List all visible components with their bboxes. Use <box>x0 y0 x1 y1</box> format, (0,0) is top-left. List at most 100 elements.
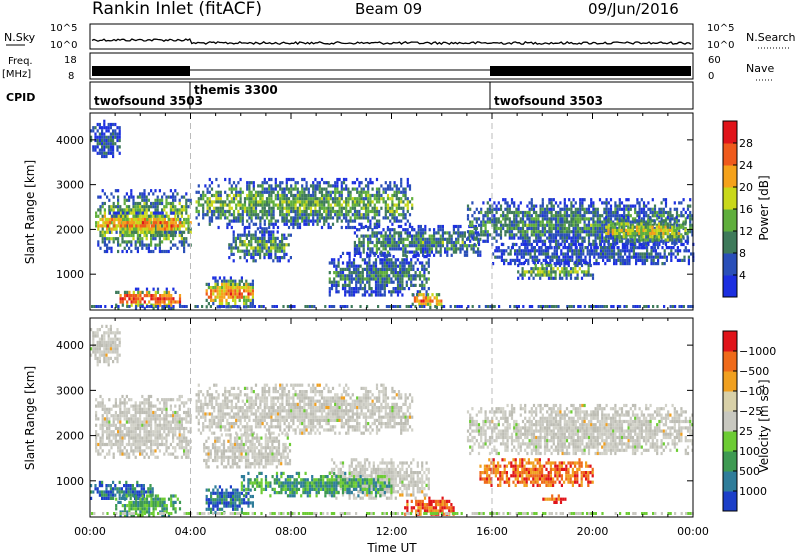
data-cell <box>250 219 253 223</box>
data-cell <box>218 289 221 293</box>
data-cell <box>161 249 164 254</box>
data-cell <box>618 225 621 229</box>
data-cell <box>638 225 641 229</box>
data-cell <box>649 216 652 220</box>
data-cell <box>419 240 422 245</box>
data-cell <box>146 217 149 222</box>
data-cell <box>524 214 527 218</box>
data-cell <box>404 193 407 198</box>
data-cell <box>346 274 349 278</box>
data-cell <box>103 214 106 218</box>
data-cell <box>450 247 453 251</box>
data-cell <box>309 203 313 207</box>
data-cell <box>411 234 414 238</box>
data-cell <box>534 263 537 268</box>
data-cell <box>205 305 208 309</box>
data-cell <box>261 246 264 250</box>
data-cell <box>651 228 654 232</box>
data-cell <box>500 258 503 262</box>
data-cell <box>579 210 582 215</box>
data-cell <box>684 210 687 215</box>
data-cell <box>620 226 624 231</box>
data-cell <box>298 200 302 204</box>
data-cell <box>218 302 221 306</box>
data-cell <box>504 220 507 224</box>
data-cell <box>399 261 402 265</box>
data-cell <box>298 213 302 217</box>
data-cell <box>520 252 523 256</box>
data-cell <box>341 261 345 265</box>
data-cell <box>226 216 229 220</box>
data-cell <box>572 217 575 221</box>
data-cell <box>183 230 186 234</box>
data-cell <box>270 256 273 260</box>
data-cell <box>247 292 250 296</box>
data-cell <box>360 216 363 220</box>
data-cell <box>104 217 107 222</box>
data-cell <box>606 249 609 253</box>
data-cell <box>364 213 368 217</box>
data-cell <box>613 232 617 236</box>
data-cell <box>668 219 672 223</box>
data-cell <box>216 279 219 283</box>
data-cell <box>135 227 138 231</box>
data-cell <box>263 246 266 250</box>
data-cell <box>333 258 336 262</box>
data-cell <box>400 247 403 251</box>
data-cell <box>110 227 113 231</box>
data-cell <box>301 209 304 214</box>
data-cell <box>114 129 117 133</box>
data-cell <box>364 209 368 214</box>
data-cell <box>527 262 530 266</box>
data-cell <box>574 220 577 224</box>
data-cell <box>114 122 117 127</box>
data-cell <box>495 246 498 250</box>
data-cell <box>583 220 586 224</box>
data-cell <box>569 273 573 277</box>
data-cell <box>128 217 131 222</box>
data-cell <box>624 249 627 253</box>
data-cell <box>250 193 253 198</box>
data-cell <box>576 230 580 234</box>
data-cell <box>666 235 669 239</box>
data-cell <box>653 207 657 211</box>
data-cell <box>624 258 627 262</box>
data-cell <box>309 209 313 214</box>
data-cell <box>281 197 284 201</box>
data-cell <box>378 187 381 191</box>
data-cell <box>367 187 370 191</box>
data-cell <box>94 148 97 152</box>
data-cell <box>687 305 690 308</box>
data-cell <box>290 209 293 214</box>
data-cell <box>243 256 246 260</box>
data-cell <box>237 181 240 185</box>
data-cell <box>503 262 506 266</box>
data-cell <box>450 253 453 257</box>
data-cell <box>183 305 186 308</box>
data-cell <box>327 193 330 198</box>
data-cell <box>344 287 347 291</box>
data-cell <box>383 258 386 262</box>
data-cell <box>405 258 408 262</box>
data-cell <box>139 294 142 298</box>
data-cell <box>413 250 416 254</box>
data-cell <box>225 286 228 290</box>
data-cell <box>579 220 582 224</box>
data-cell <box>441 244 444 248</box>
data-cell <box>653 246 657 250</box>
data-cell <box>403 258 406 262</box>
data-cell <box>377 283 380 287</box>
data-cell <box>613 252 616 256</box>
data-cell <box>169 189 172 193</box>
data-cell <box>537 236 540 240</box>
data-cell <box>353 206 357 210</box>
data-cell <box>341 277 345 281</box>
data-cell <box>356 209 359 214</box>
data-cell <box>636 214 639 218</box>
data-cell <box>550 305 553 308</box>
data-cell <box>405 305 408 308</box>
data-cell <box>336 181 339 185</box>
data-cell <box>128 305 131 308</box>
data-cell <box>606 252 609 256</box>
data-cell <box>174 205 177 209</box>
